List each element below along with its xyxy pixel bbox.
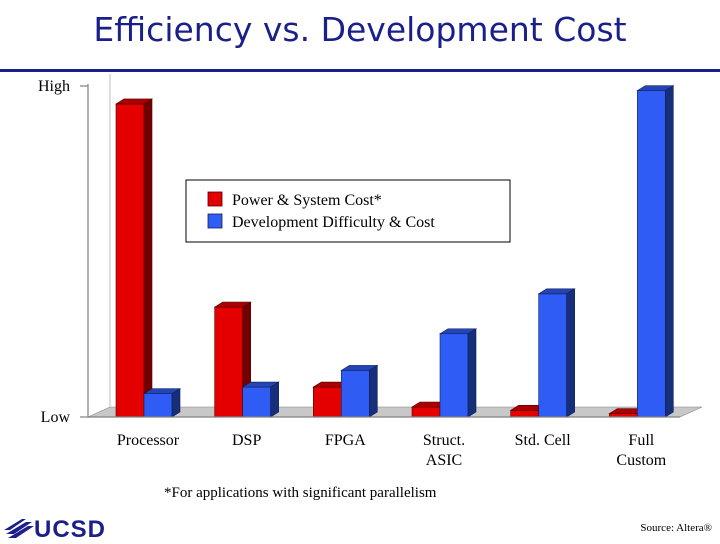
ucsd-logo-text: UCSD: [34, 516, 107, 543]
x-tick-label-line: ASIC: [426, 452, 462, 469]
x-tick-label-line: Full: [628, 432, 654, 449]
bar-power-3: [411, 406, 441, 418]
bar-development-4: [538, 293, 567, 418]
bar-development-1: [242, 386, 271, 418]
y-tick-label-low: Low: [41, 409, 71, 426]
axes-group: Low High Processor DSP FPGA Struct. ASIC Std. C…: [38, 78, 680, 469]
x-tick-label: Struct. ASIC: [423, 432, 465, 469]
x-tick-label-line: Custom: [616, 452, 666, 469]
bar-power-4: [510, 410, 539, 418]
bar-development-5: [637, 90, 666, 418]
source-credit: Source: Altera®: [640, 522, 712, 534]
bar-chart: Low High Processor DSP FPGA Struct. ASIC Std. C…: [38, 74, 703, 469]
plot-area: [87, 74, 703, 418]
bar-power-1: [214, 306, 243, 418]
x-tick-label-line: Struct.: [423, 432, 465, 449]
legend-label-0: Power & System Cost*: [232, 192, 382, 209]
bars-group: [114, 85, 675, 418]
x-tick-label-line: Std. Cell: [515, 432, 572, 449]
footnote: *For applications with significant paral…: [164, 485, 437, 501]
title-divider: [0, 69, 720, 72]
bar-development-0: [143, 393, 173, 418]
slide-title: Efficiency vs. Development Cost: [93, 10, 627, 49]
bar-power-0: [115, 103, 145, 418]
legend-swatch-1: [207, 213, 223, 229]
legend-box: [185, 179, 511, 243]
x-tick-label: FPGA: [325, 432, 366, 449]
ucsd-logo-icon: [4, 519, 34, 538]
x-tick-label: Std. Cell: [515, 432, 572, 449]
y-tick-label-high: High: [38, 78, 70, 95]
bar-power-2: [313, 386, 342, 418]
bar-side-development-2: [369, 364, 378, 418]
x-tick-label-line: DSP: [232, 432, 261, 449]
bar-side-development-3: [467, 328, 477, 418]
legend-label-1: Development Difficulty & Cost: [232, 214, 435, 231]
legend: Power & System Cost* Development Difficul…: [185, 179, 511, 243]
x-tick-label-line: FPGA: [325, 432, 366, 449]
x-tick-label: Full Custom: [616, 432, 666, 469]
bar-side-development-1: [270, 381, 279, 418]
bar-side-power-0: [143, 98, 153, 418]
bar-side-development-4: [566, 288, 575, 418]
x-tick-label: Processor: [117, 432, 180, 449]
x-tick-label: DSP: [232, 432, 261, 449]
x-tick-label-line: Processor: [117, 432, 180, 449]
bar-development-3: [439, 333, 469, 418]
bar-side-development-0: [171, 388, 181, 418]
legend-swatch-0: [207, 191, 223, 207]
bar-side-development-5: [665, 85, 674, 418]
bar-development-2: [341, 370, 370, 418]
